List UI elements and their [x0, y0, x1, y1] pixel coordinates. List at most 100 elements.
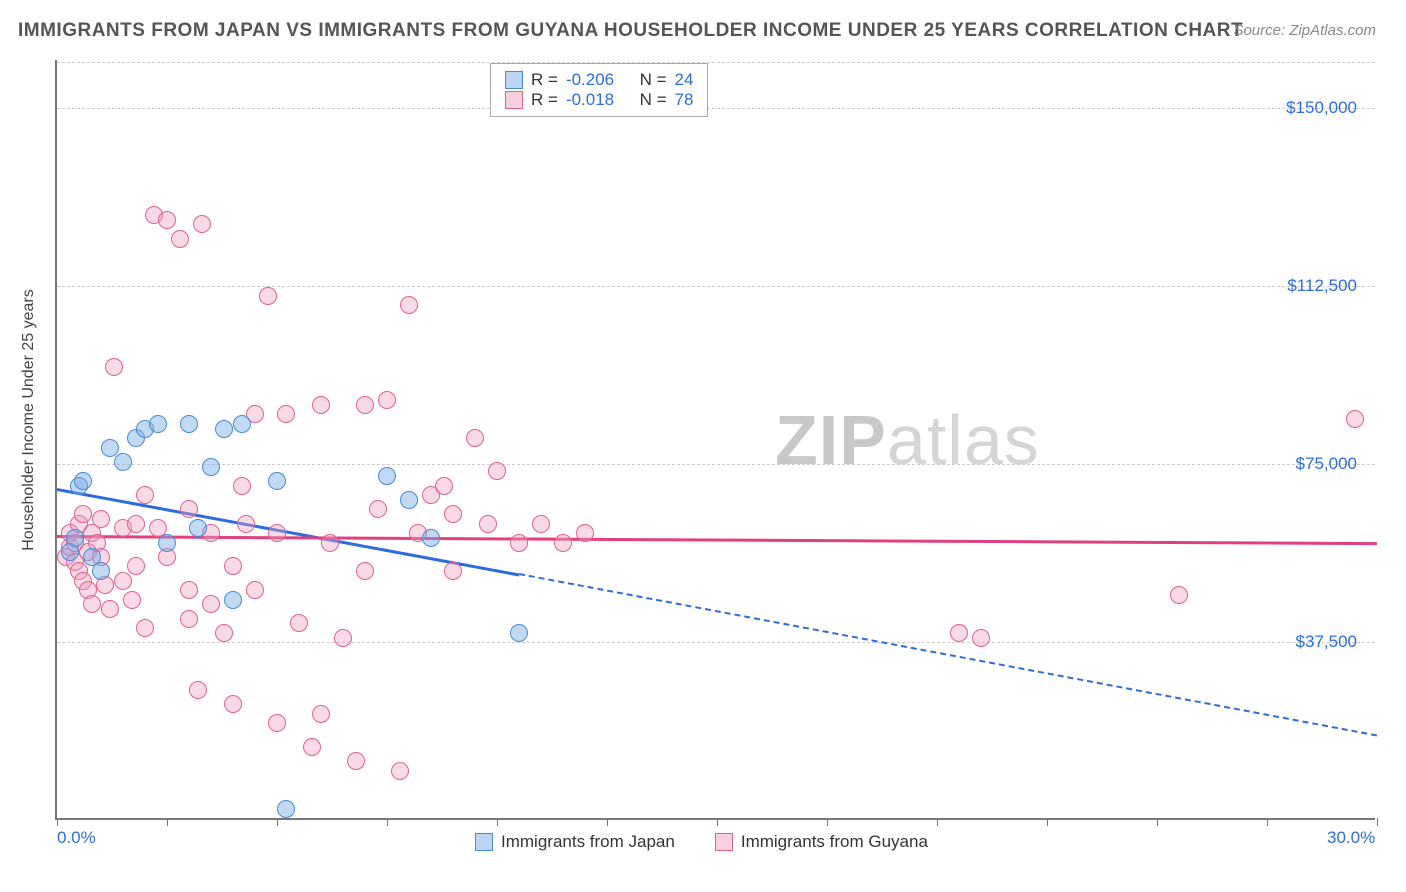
gridline-h [57, 464, 1375, 465]
correlation-stats-box: R = -0.206 N = 24 R = -0.018 N = 78 [490, 63, 708, 117]
scatter-point-japan [189, 519, 207, 537]
stat-R-guyana: -0.018 [566, 90, 614, 110]
y-tick-label: $112,500 [1287, 276, 1357, 296]
scatter-point-japan [233, 415, 251, 433]
stat-N-japan: 24 [675, 70, 694, 90]
x-tick [717, 818, 718, 826]
scatter-point-guyana [290, 614, 308, 632]
scatter-point-guyana [237, 515, 255, 533]
scatter-point-guyana [136, 619, 154, 637]
x-tick [387, 818, 388, 826]
scatter-point-guyana [378, 391, 396, 409]
chart-area: ZIPatlas $37,500$75,000$112,500$150,0000… [55, 60, 1375, 820]
scatter-point-japan [202, 458, 220, 476]
scatter-point-guyana [114, 572, 132, 590]
stat-N-guyana: 78 [675, 90, 694, 110]
scatter-point-guyana [158, 211, 176, 229]
x-tick [57, 818, 58, 826]
scatter-point-japan [400, 491, 418, 509]
scatter-point-guyana [277, 405, 295, 423]
stats-row-japan: R = -0.206 N = 24 [505, 70, 693, 90]
gridline-h [57, 108, 1375, 109]
scatter-point-guyana [576, 524, 594, 542]
scatter-point-japan [277, 800, 295, 818]
stat-R-label: R = [531, 70, 558, 90]
scatter-point-guyana [435, 477, 453, 495]
stat-N-label: N = [640, 90, 667, 110]
scatter-point-guyana [202, 595, 220, 613]
source-label: Source: ZipAtlas.com [1233, 22, 1376, 39]
scatter-point-guyana [246, 581, 264, 599]
legend-item-japan: Immigrants from Japan [475, 832, 675, 852]
scatter-point-guyana [180, 581, 198, 599]
scatter-point-guyana [303, 738, 321, 756]
scatter-point-guyana [334, 629, 352, 647]
scatter-point-japan [92, 562, 110, 580]
gridline-h [57, 62, 1375, 63]
scatter-point-guyana [123, 591, 141, 609]
scatter-point-guyana [444, 562, 462, 580]
scatter-point-japan [510, 624, 528, 642]
x-tick [497, 818, 498, 826]
scatter-point-japan [149, 415, 167, 433]
x-tick [167, 818, 168, 826]
x-tick [1267, 818, 1268, 826]
scatter-point-japan [114, 453, 132, 471]
scatter-point-guyana [510, 534, 528, 552]
scatter-point-guyana [369, 500, 387, 518]
scatter-point-japan [268, 472, 286, 490]
scatter-point-guyana [488, 462, 506, 480]
legend-label-guyana: Immigrants from Guyana [741, 832, 928, 852]
x-tick-label: 0.0% [57, 828, 96, 848]
scatter-point-guyana [950, 624, 968, 642]
scatter-point-guyana [215, 624, 233, 642]
regression-line [57, 535, 1377, 545]
scatter-point-guyana [127, 515, 145, 533]
swatch-guyana [505, 91, 523, 109]
y-axis-label: Householder Income Under 25 years [20, 289, 38, 550]
x-tick [937, 818, 938, 826]
scatter-point-guyana [171, 230, 189, 248]
x-tick [1047, 818, 1048, 826]
scatter-point-japan [224, 591, 242, 609]
x-tick [277, 818, 278, 826]
x-tick [1157, 818, 1158, 826]
scatter-point-guyana [259, 287, 277, 305]
scatter-point-guyana [479, 515, 497, 533]
scatter-point-guyana [193, 215, 211, 233]
scatter-point-guyana [224, 557, 242, 575]
scatter-point-guyana [189, 681, 207, 699]
scatter-point-guyana [127, 557, 145, 575]
scatter-point-japan [378, 467, 396, 485]
swatch-japan [475, 833, 493, 851]
scatter-point-guyana [312, 705, 330, 723]
scatter-point-guyana [268, 524, 286, 542]
scatter-point-guyana [532, 515, 550, 533]
x-tick-label: 30.0% [1327, 828, 1375, 848]
scatter-point-guyana [312, 396, 330, 414]
scatter-point-guyana [180, 500, 198, 518]
y-tick-label: $37,500 [1296, 632, 1357, 652]
scatter-point-guyana [224, 695, 242, 713]
stat-R-label: R = [531, 90, 558, 110]
scatter-point-guyana [92, 510, 110, 528]
y-tick-label: $150,000 [1286, 98, 1357, 118]
scatter-point-guyana [554, 534, 572, 552]
swatch-guyana [715, 833, 733, 851]
swatch-japan [505, 71, 523, 89]
stat-R-japan: -0.206 [566, 70, 614, 90]
scatter-point-guyana [105, 358, 123, 376]
scatter-point-guyana [466, 429, 484, 447]
scatter-point-guyana [972, 629, 990, 647]
scatter-point-guyana [136, 486, 154, 504]
gridline-h [57, 286, 1375, 287]
scatter-point-guyana [74, 505, 92, 523]
scatter-point-guyana [400, 296, 418, 314]
scatter-point-guyana [1170, 586, 1188, 604]
scatter-point-guyana [233, 477, 251, 495]
stat-N-label: N = [640, 70, 667, 90]
scatter-point-japan [66, 529, 84, 547]
scatter-point-japan [180, 415, 198, 433]
plot-region: $37,500$75,000$112,500$150,0000.0%30.0% [55, 60, 1375, 820]
scatter-point-guyana [83, 595, 101, 613]
